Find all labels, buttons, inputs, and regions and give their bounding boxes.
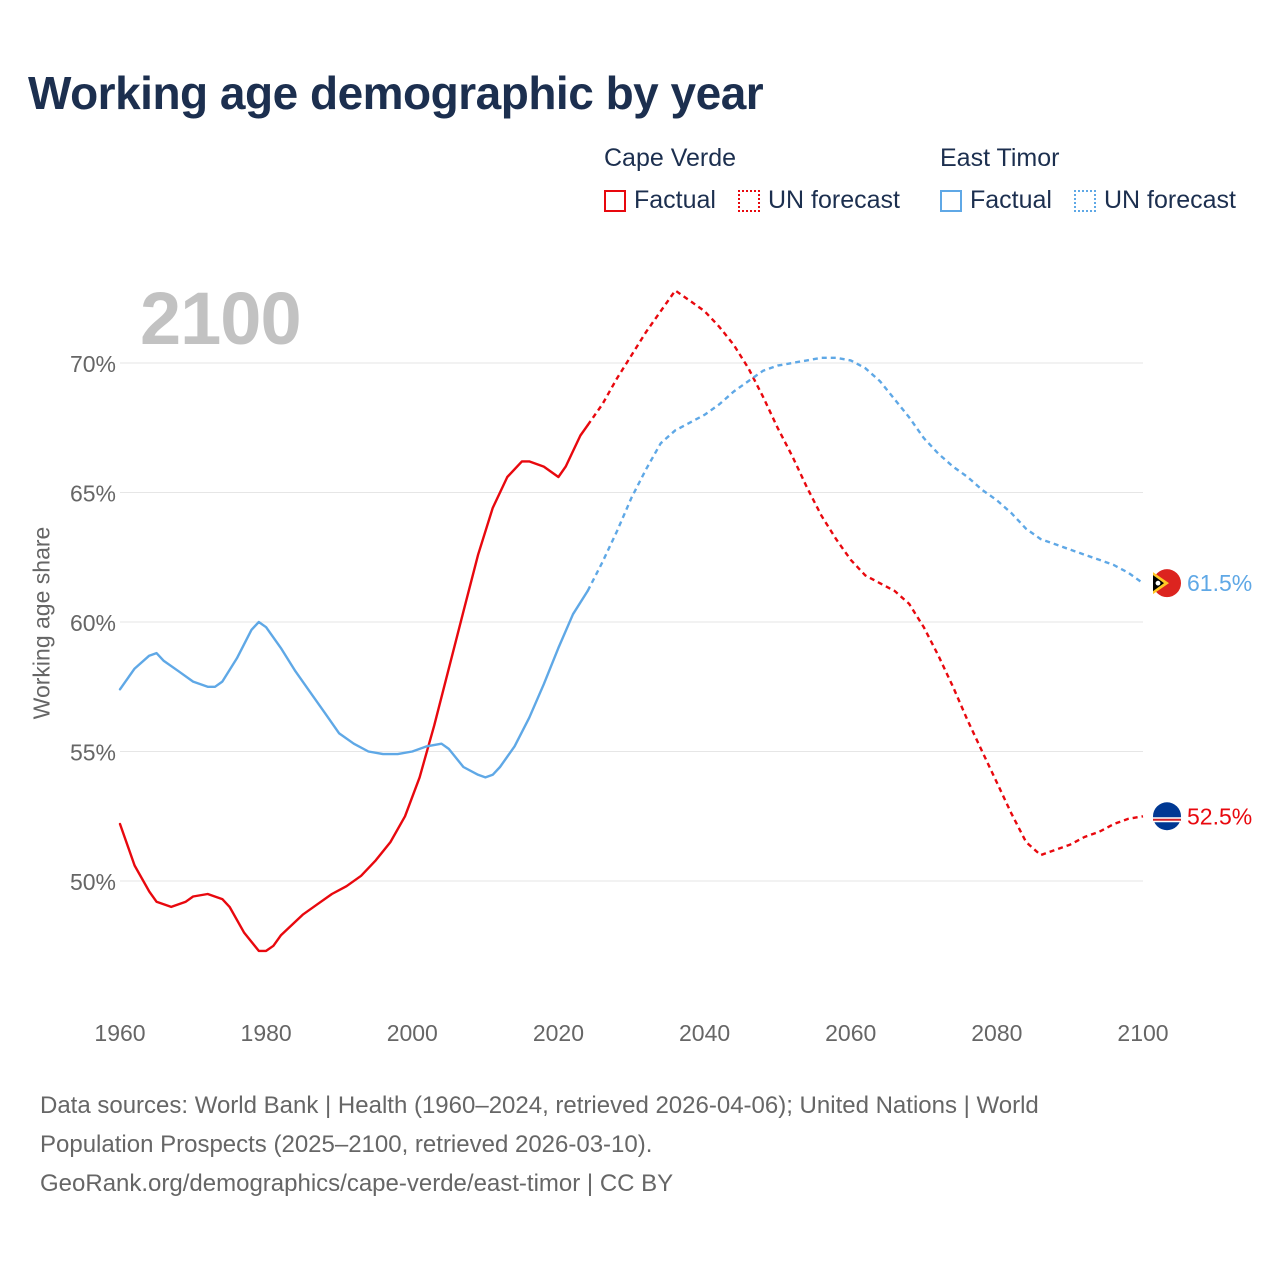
x-tick-label: 1960 (94, 1020, 145, 1046)
x-tick-label: 2020 (533, 1020, 584, 1046)
source-line: Population Prospects (2025–2100, retriev… (40, 1131, 653, 1158)
legend-label: Factual (634, 186, 716, 214)
y-tick-label: 60% (70, 610, 116, 636)
endcap-layer: 52.5% 61.5% (1153, 569, 1252, 831)
legend-label: UN forecast (1104, 186, 1236, 214)
x-tick-label: 2060 (825, 1020, 876, 1046)
legend-item-east-timor-factual[interactable]: Factual (940, 186, 1052, 215)
source-line: Data sources: World Bank | Health (1960–… (40, 1092, 1039, 1119)
legend-group-cape-verde: Cape Verde (604, 144, 737, 172)
x-tick-label: 2080 (971, 1020, 1022, 1046)
cape-verde-flag-icon (1153, 802, 1181, 831)
legend-item-east-timor-forecast[interactable]: UN forecast (1074, 186, 1236, 215)
legend-swatch-dotted (1074, 189, 1096, 212)
source-link[interactable]: GeoRank.org/demographics/cape-verde/east… (40, 1170, 674, 1197)
flag-star (1155, 580, 1161, 586)
series-line-east-timor-forecast (586, 356, 1144, 592)
axis-layer: 50% 55% 60% 65% 70% 1960 1980 2000 2020 2040 2060 2… (70, 351, 1169, 1046)
source-note: Data sources: World Bank | Health (1960–… (40, 1086, 1200, 1203)
series-line-cape-verde-forecast (586, 289, 1144, 857)
y-tick-label: 70% (70, 351, 116, 377)
legend-label: UN forecast (768, 186, 900, 214)
year-watermark: 2100 (140, 277, 302, 360)
chart-title: Working age demographic by year (28, 67, 764, 119)
y-tick-label: 55% (70, 740, 116, 766)
legend-swatch-solid (604, 189, 626, 212)
x-tick-label: 2040 (679, 1020, 730, 1046)
series-line-east-timor-factual (118, 589, 589, 779)
east-timor-end-label: 61.5% (1187, 570, 1252, 596)
cape-verde-end-label: 52.5% (1187, 803, 1252, 829)
legend-item-cape-verde-factual[interactable]: Factual (604, 186, 716, 215)
series-line-cape-verde-factual (118, 424, 589, 953)
x-tick-label: 1980 (241, 1020, 292, 1046)
legend-swatch-solid (940, 189, 962, 212)
legend-group-east-timor: East Timor (940, 144, 1060, 172)
x-tick-label: 2100 (1117, 1020, 1168, 1046)
legend-swatch-dotted (738, 189, 760, 212)
flag-field (1153, 802, 1181, 831)
flag-red-stripe (1153, 818, 1181, 821)
y-tick-label: 50% (70, 869, 116, 895)
legend-item-cape-verde-forecast[interactable]: UN forecast (738, 186, 900, 215)
grid-layer (120, 362, 1143, 882)
series-layer (118, 289, 1144, 953)
x-tick-label: 2000 (387, 1020, 438, 1046)
legend-label: Factual (970, 186, 1052, 214)
east-timor-flag-icon (1153, 569, 1181, 598)
y-tick-label: 65% (70, 481, 116, 507)
